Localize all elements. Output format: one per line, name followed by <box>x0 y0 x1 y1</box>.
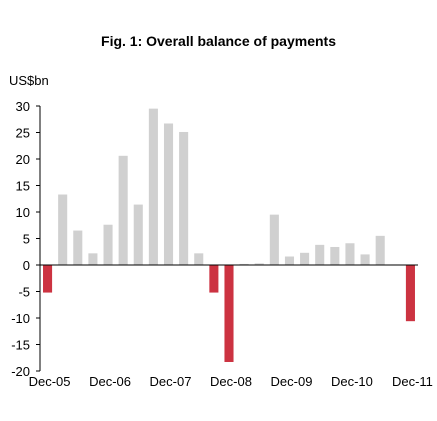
y-tick-label: -20 <box>11 364 30 379</box>
bar <box>118 155 128 265</box>
bar <box>254 263 264 265</box>
bar <box>179 131 189 265</box>
bar <box>284 256 295 265</box>
bars-group <box>43 108 415 362</box>
x-tick-label: Dec-10 <box>331 374 373 389</box>
bar <box>224 265 234 362</box>
bar <box>133 204 143 265</box>
axes-group <box>36 105 418 372</box>
y-tick-label: 5 <box>23 232 30 247</box>
y-tick-label: -15 <box>11 338 30 353</box>
x-tick-label: Dec-07 <box>150 374 192 389</box>
bar <box>163 123 174 266</box>
x-tick-label: Dec-11 <box>392 374 433 389</box>
bar <box>405 265 415 322</box>
bar <box>330 246 340 265</box>
bar <box>148 108 158 266</box>
bar <box>345 243 355 265</box>
y-tick-label: 15 <box>16 179 30 194</box>
y-tick-label: 20 <box>16 152 30 167</box>
bar <box>375 235 385 265</box>
bar <box>209 265 219 293</box>
bar <box>88 253 98 265</box>
bar <box>239 263 249 265</box>
y-tick-label: -10 <box>11 311 30 326</box>
bar <box>269 214 279 265</box>
x-tick-label: Dec-05 <box>29 374 71 389</box>
y-axis-unit-label: US$bn <box>9 73 49 88</box>
x-tick-label: Dec-08 <box>210 374 252 389</box>
y-tick-label: -5 <box>18 285 30 300</box>
bar <box>58 194 68 265</box>
chart-title: Fig. 1: Overall balance of payments <box>101 33 336 49</box>
bar <box>43 265 53 293</box>
y-tick-label: 10 <box>16 205 30 220</box>
x-tick-label: Dec-06 <box>89 374 131 389</box>
bar <box>73 230 83 265</box>
y-tick-label: 30 <box>16 99 30 114</box>
y-tick-label: 0 <box>23 258 30 273</box>
bar <box>300 252 310 265</box>
bar <box>194 253 204 265</box>
bar <box>360 254 370 265</box>
x-tick-label: Dec-09 <box>271 374 313 389</box>
bar <box>315 244 325 265</box>
bar <box>103 224 113 265</box>
y-tick-label: 25 <box>16 126 30 141</box>
